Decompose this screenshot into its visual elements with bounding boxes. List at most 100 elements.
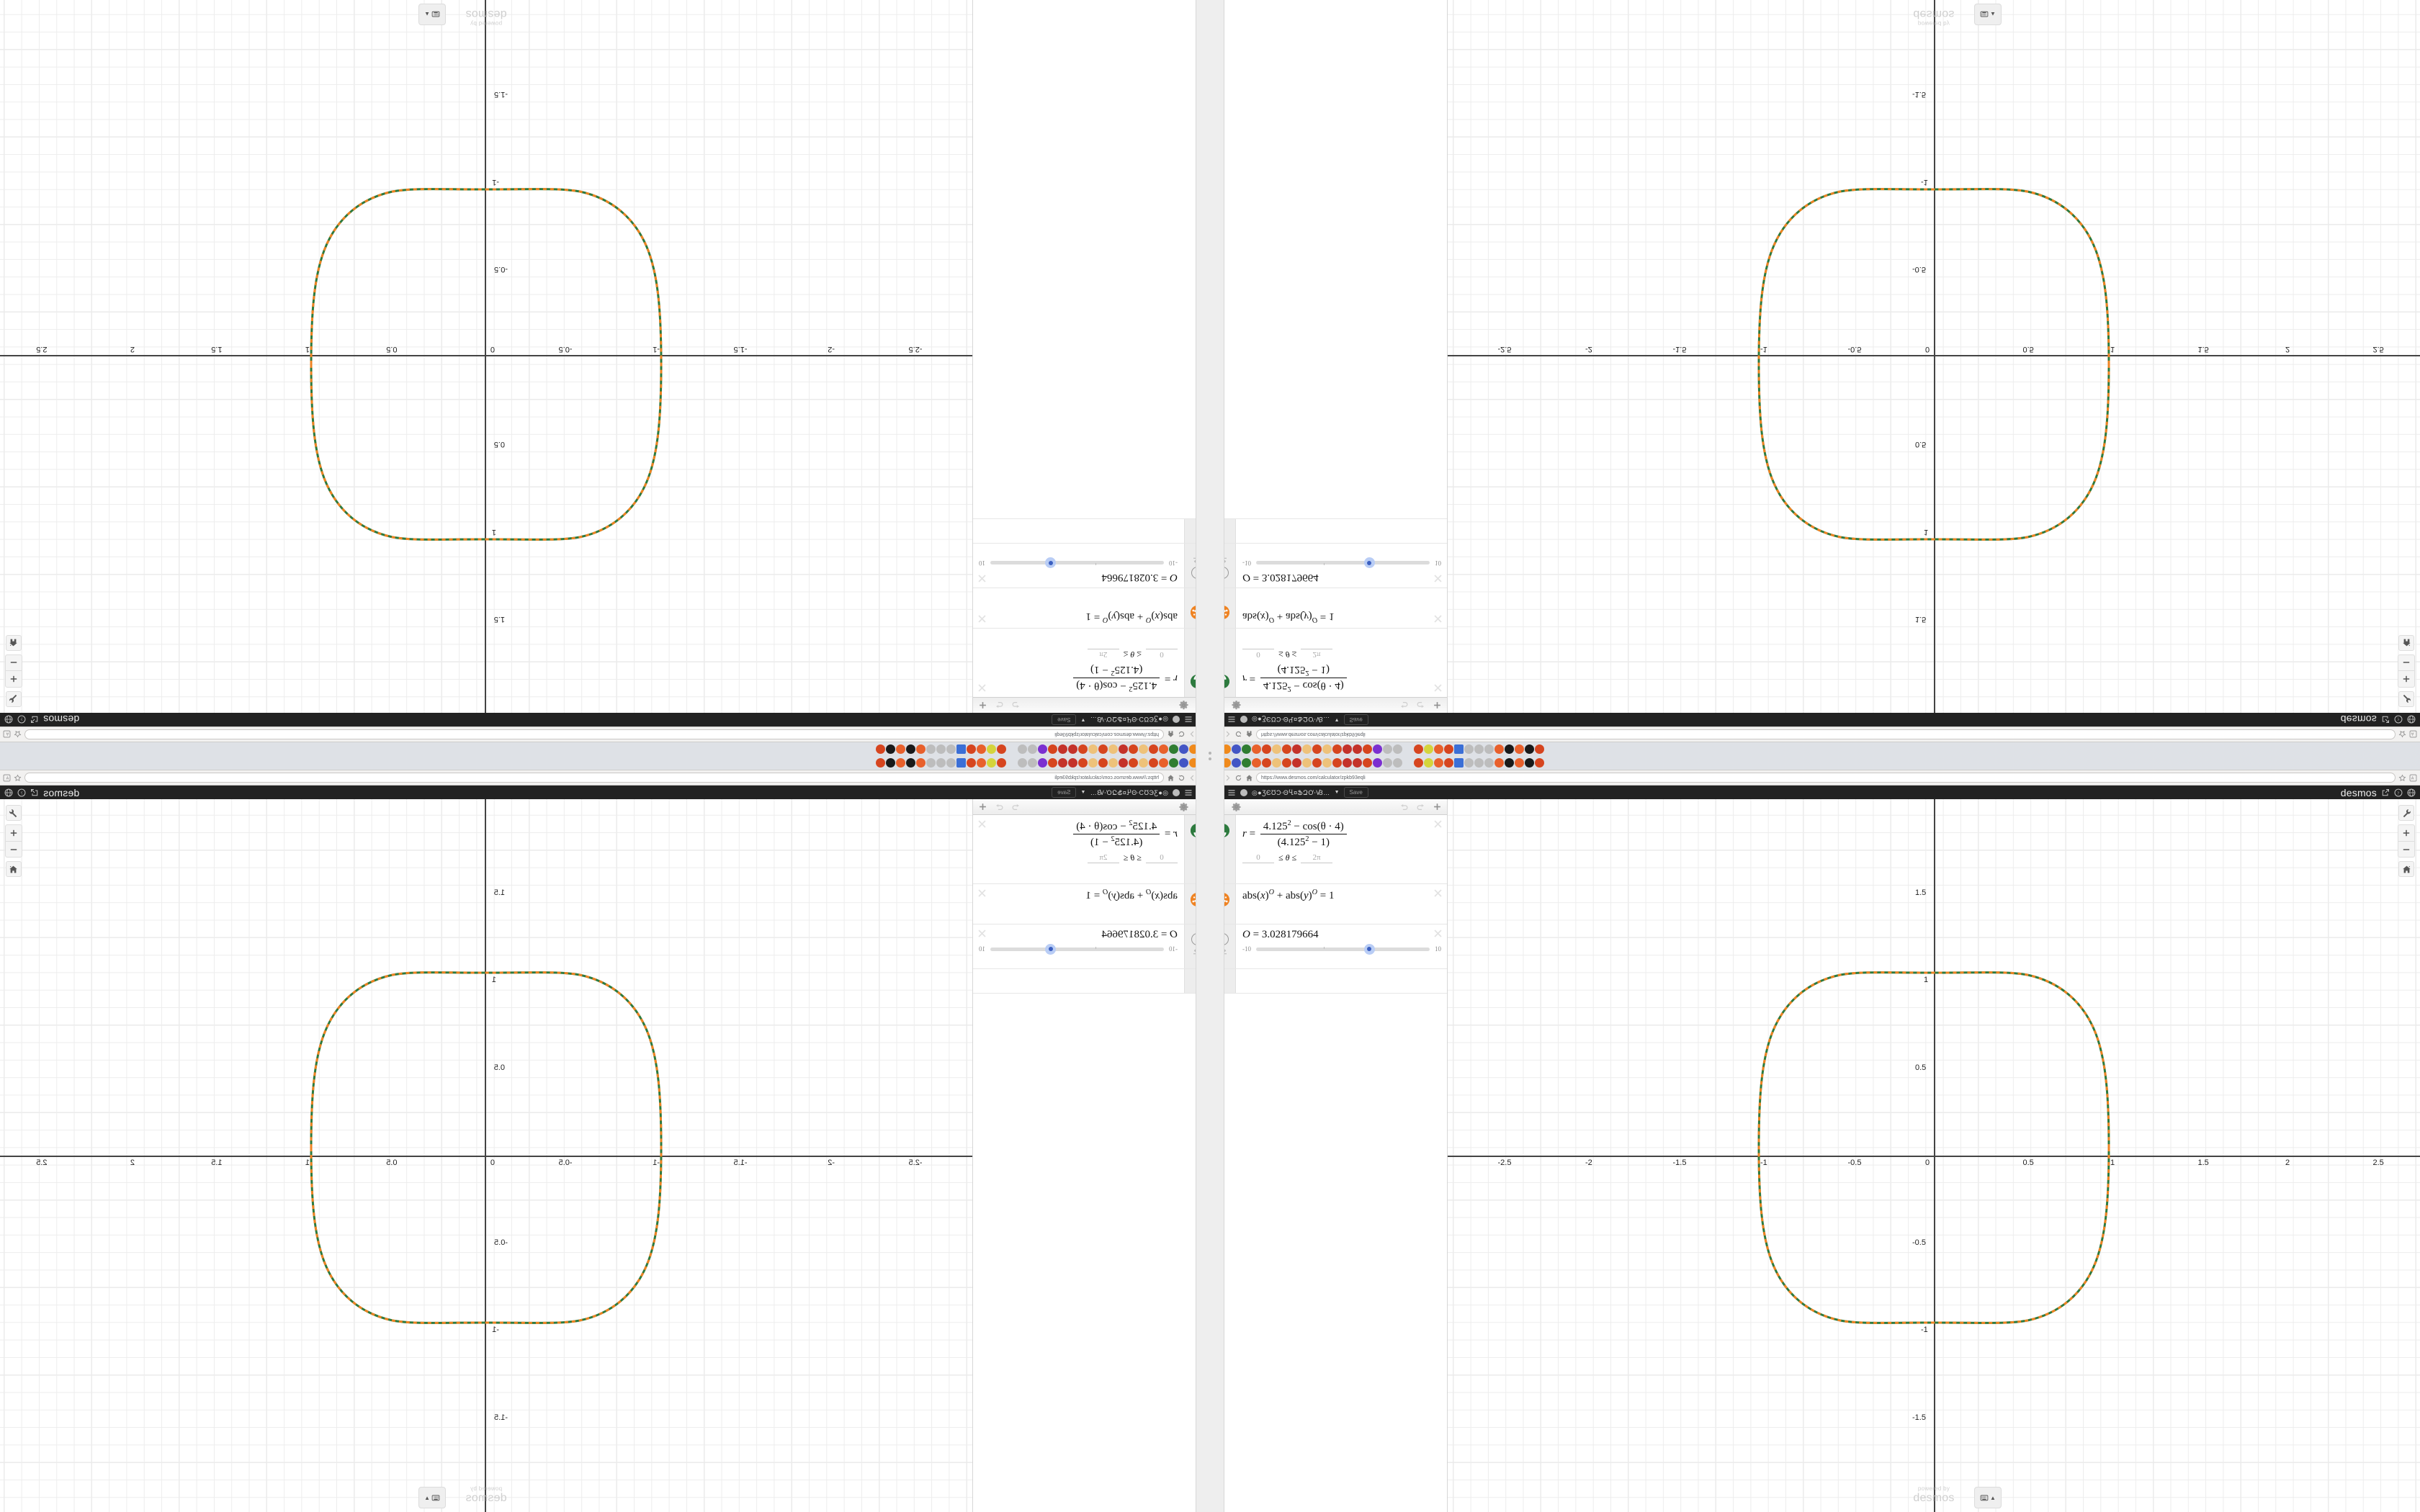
tab-favicon[interactable] [1292,758,1301,768]
tab-favicon[interactable] [1262,744,1271,754]
tab-favicon[interactable] [916,758,926,768]
theta-lower-input[interactable]: 0 [1146,649,1178,660]
hamburger-menu-icon[interactable] [1197,716,1206,724]
tab-favicon[interactable] [1149,758,1158,768]
home-icon[interactable] [6,861,22,877]
row-content[interactable]: abs(x)O + abs(y)O = 1 [973,884,1184,924]
undo-arrow-icon[interactable] [1399,802,1409,811]
loop-arrows-icon[interactable] [1217,557,1228,565]
save-button[interactable]: Save [1052,787,1077,798]
graph-canvas[interactable]: -2.5 -2 -1.5 -1 -0.5 0 0.5 1 1.5 2 2.5 1… [1448,799,2420,1512]
delete-row-icon[interactable] [1433,819,1443,829]
row-content[interactable] [973,969,1184,993]
tab-favicon[interactable] [1199,758,1209,768]
delete-row-icon[interactable] [1433,888,1443,898]
expression-row-4[interactable]: 4 [1210,969,1447,994]
bookmark-star-icon[interactable] [14,731,22,739]
reload-icon[interactable] [1178,731,1186,739]
wave-solid-icon[interactable] [1216,675,1229,688]
keyboard-caret[interactable]: ▲ [1990,1494,1996,1501]
gear-icon[interactable] [1179,802,1188,811]
zoom-controls[interactable] [5,654,22,688]
theta-lower-input[interactable]: 0 [1242,649,1274,660]
tab-favicon[interactable] [1159,758,1168,768]
slider-max-label[interactable]: 10 [1435,559,1441,567]
translate-icon[interactable]: A [2409,774,2417,782]
tab-favicon[interactable] [1302,758,1312,768]
tab-favicon[interactable] [956,758,966,768]
theta-domain[interactable]: 0 ≤ θ ≤ 2π [1242,649,1441,660]
chevron-down-icon[interactable]: ▼ [1080,790,1086,795]
home-icon[interactable] [2398,635,2414,651]
tab-favicon[interactable] [1068,744,1077,754]
theta-lower-input[interactable]: 0 [1242,853,1274,863]
hamburger-menu-icon[interactable] [1197,788,1206,797]
slider-value[interactable]: 3.028179664 [1101,929,1159,940]
language-globe-icon[interactable] [2407,716,2416,724]
keyboard-caret[interactable]: ▲ [424,1494,430,1501]
tab-favicon[interactable] [1525,758,1534,768]
slider-thumb[interactable] [1363,943,1375,955]
keyboard-toggle-button[interactable]: ▲ [1974,1487,2002,1508]
delete-row-icon[interactable] [977,929,987,938]
row-content[interactable]: r = 4.1252 − cos(θ · 4) (4.1252 − 1) 0 ≤… [973,815,1184,883]
delete-row-icon[interactable] [1433,614,1443,624]
tab-favicon[interactable] [1078,758,1088,768]
tab-favicon[interactable] [1119,758,1128,768]
wave-dotted-icon[interactable] [1216,606,1229,619]
slider[interactable]: -10 10 [1242,557,1441,569]
reload-icon[interactable] [1178,774,1186,782]
slider[interactable]: -10 10 [979,943,1178,955]
tab-favicon[interactable] [1343,744,1352,754]
tab-favicon[interactable] [1199,744,1209,754]
wrench-icon[interactable] [2398,805,2414,821]
tab-favicon[interactable] [1484,758,1494,768]
tab-favicon[interactable] [956,744,966,754]
language-globe-icon[interactable] [2407,788,2416,797]
tab-favicon[interactable] [1515,744,1524,754]
wave-dotted-icon[interactable] [1216,893,1229,906]
step-forward-icon[interactable] [1216,567,1229,579]
step-forward-icon[interactable] [1216,933,1229,945]
tab-favicon[interactable] [1474,758,1484,768]
delete-row-icon[interactable] [1433,929,1443,938]
add-expression-icon[interactable] [1433,802,1442,811]
expression-row-4[interactable]: 4 [1210,518,1447,543]
delete-row-icon[interactable] [1433,683,1443,693]
slider-max-label[interactable]: 10 [979,559,985,567]
zoom-controls[interactable] [2398,824,2415,858]
zoom-out-icon[interactable] [2398,655,2414,671]
slider-thumb[interactable] [1045,943,1057,955]
collapse-panel-icon[interactable] [1215,701,1224,710]
keyboard-caret[interactable]: ▲ [424,11,430,18]
browser-navbar[interactable]: https://www.desmos.com/calculator/zpkb93… [1210,770,2420,786]
tab-favicon[interactable] [1058,758,1067,768]
tab-favicon[interactable] [1393,758,1402,768]
expression-row-4[interactable]: 4 [973,518,1210,543]
row-content[interactable]: abs(x)O + abs(y)O = 1 [1236,588,1447,628]
zoom-in-icon[interactable] [6,671,22,687]
add-expression-icon[interactable] [1433,701,1442,710]
redo-arrow-icon[interactable] [995,802,1004,811]
tab-favicon[interactable] [1272,744,1281,754]
tab-favicon[interactable] [916,744,926,754]
expression-row-2[interactable]: 2 abs(x)O + abs(y)O = 1 [973,884,1210,924]
gear-icon[interactable] [1232,701,1241,710]
home-icon[interactable] [1167,774,1175,782]
zoom-out-icon[interactable] [6,655,22,671]
slider-min-label[interactable]: -10 [1169,945,1178,953]
tab-favicon[interactable] [1332,758,1342,768]
zoom-in-icon[interactable] [2398,825,2414,841]
theta-lower-input[interactable]: 0 [1146,852,1178,863]
tab-favicon[interactable] [1179,744,1188,754]
bookmark-star-icon[interactable] [2398,774,2406,782]
url-input[interactable]: https://www.desmos.com/calculator/zpkb93… [1256,773,2396,783]
tab-favicon[interactable] [946,744,956,754]
tab-favicon[interactable] [1108,744,1118,754]
tab-favicon[interactable] [1515,758,1524,768]
slider-thumb[interactable] [1045,557,1057,569]
home-icon[interactable] [1167,731,1175,739]
row-content[interactable]: r = 4.1252 − cos(θ · 4) (4.1252 − 1) 0 ≤… [1236,629,1447,697]
tab-favicon[interactable] [1414,758,1423,768]
document-title[interactable]: ◎●ƷЄƱƆ⸱ΘႡ¤ՖԶƠ⸱Ꟃ… [1252,716,1330,723]
